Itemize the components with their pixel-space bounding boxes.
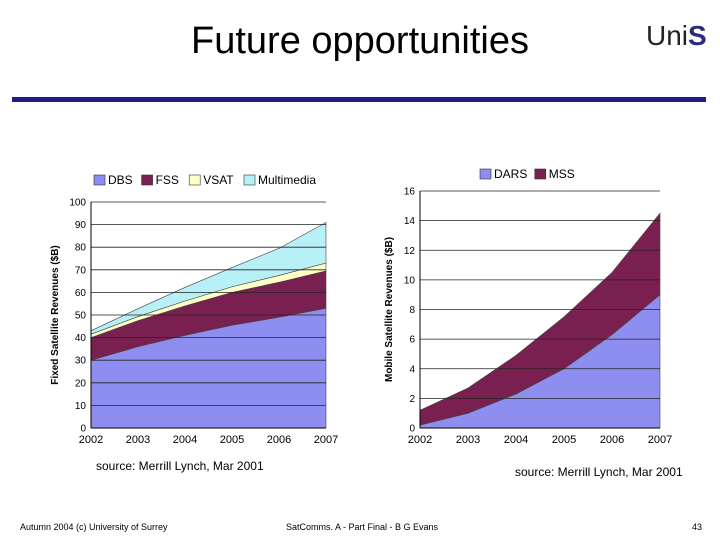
mobile-xtick-label: 2005 [552,434,576,446]
mobile-ytick-label: 0 [409,424,415,435]
fixed-ytick-label: 10 [75,401,87,412]
mobile-ytick-label: 14 [404,216,416,227]
university-logo: UniS [646,20,707,52]
fixed-ytick-label: 30 [75,356,87,367]
fixed-legend-label-dbs: DBS [108,173,133,187]
footer-course: SatComms. A - Part Final - B G Evans [286,522,439,532]
fixed-xtick-label: 2003 [126,434,150,446]
fixed-area-multimedia [90,221,327,335]
fixed-ytick-label: 60 [75,288,87,299]
fixed-legend-swatch-multimedia [243,174,256,186]
mobile-ytick-label: 4 [409,364,415,375]
fixed-ytick-label: 50 [75,311,87,322]
mobile-xtick-label: 2004 [504,434,528,446]
page-title: Future opportunities [191,20,529,62]
fixed-satellite-chart: 0 10 20 30 40 50 60 70 80 90 100 2002 2003 2004 2005 20… [46,160,346,490]
mobile-legend-swatch-mss [534,168,547,180]
fixed-xtick-label: 2006 [267,434,291,446]
mobile-ytick-label: 16 [404,187,416,198]
fixed-xtick-label: 2005 [220,434,244,446]
logo-text: Uni [646,20,689,51]
fixed-legend-swatch-fss [141,174,153,186]
fixed-legend-label-multimedia: Multimedia [258,173,316,187]
fixed-xtick-label: 2004 [173,434,197,446]
fixed-y-axis-label: Fixed Satellite Revenues ($B) [50,245,61,385]
page-number: 43 [692,522,703,532]
fixed-satellite-chart-svg: 0 10 20 30 40 50 60 70 80 90 100 2002 2003 2004 2005 20… [50,173,338,473]
mobile-xtick-label: 2002 [408,434,432,446]
logo-letter: S [688,20,707,51]
mobile-legend-label-mss: MSS [549,167,575,181]
footer-copyright: Autumn 2004 (c) University of Surrey [20,522,168,532]
title-divider [12,97,706,102]
mobile-legend-swatch-dars [479,168,492,180]
mobile-satellite-chart: 0 2 4 6 8 10 12 14 16 2002 2003 2004 2005 2006 2007 Mob… [380,158,690,490]
fixed-legend-swatch-vsat [188,174,201,186]
mobile-y-axis-label: Mobile Satellite Revenues ($B) [384,237,395,382]
fixed-ytick-label: 20 [75,378,87,389]
mobile-satellite-chart-svg: 0 2 4 6 8 10 12 14 16 2002 2003 2004 2005 2006 2007 Mob… [384,167,683,479]
fixed-ytick-label: 90 [75,220,87,231]
mobile-ytick-label: 6 [409,335,415,346]
mobile-ytick-label: 12 [404,246,416,257]
mobile-area-mss [419,212,661,426]
mobile-ytick-label: 8 [409,305,415,316]
fixed-source-note: source: Merrill Lynch, Mar 2001 [96,459,264,473]
fixed-legend-label-fss: FSS [156,173,179,187]
fixed-xtick-label: 2002 [79,434,103,446]
mobile-legend-label-dars: DARS [494,167,527,181]
fixed-xtick-label: 2007 [314,434,338,446]
fixed-ytick-label: 80 [75,243,87,254]
mobile-ytick-label: 10 [404,275,416,286]
mobile-xtick-label: 2006 [600,434,624,446]
mobile-ytick-label: 2 [409,394,415,405]
fixed-legend-label-vsat: VSAT [203,173,234,187]
mobile-xtick-label: 2003 [456,434,480,446]
fixed-ytick-label: 70 [75,265,87,276]
mobile-xtick-label: 2007 [648,434,672,446]
mobile-source-note: source: Merrill Lynch, Mar 2001 [515,465,683,479]
fixed-legend-swatch-dbs [93,174,106,186]
fixed-ytick-label: 40 [75,333,87,344]
fixed-ytick-label: 100 [69,198,86,209]
fixed-ytick-label: 0 [80,424,86,435]
